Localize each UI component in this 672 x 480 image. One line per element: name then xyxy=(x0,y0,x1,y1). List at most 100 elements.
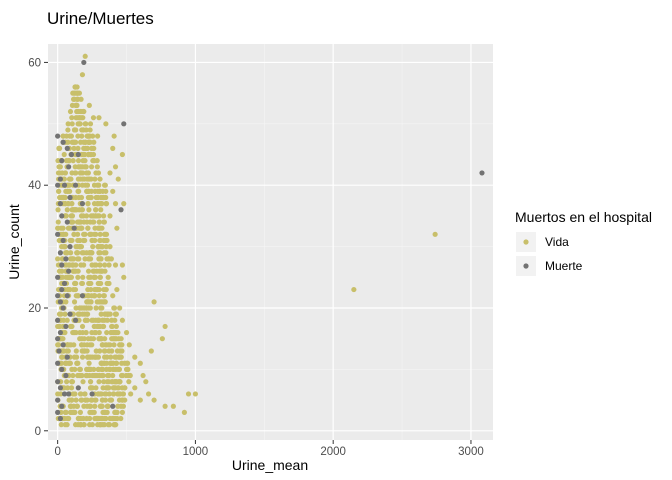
point-vida xyxy=(77,366,83,372)
point-vida xyxy=(56,311,63,317)
point-vida xyxy=(118,342,124,348)
point-vida xyxy=(80,158,86,164)
point-vida xyxy=(88,336,94,342)
point-vida xyxy=(98,305,104,311)
point-vida xyxy=(132,385,138,391)
point-vida xyxy=(87,219,93,225)
x-tick-label: 1000 xyxy=(183,446,209,458)
point-vida xyxy=(109,348,115,354)
point-vida xyxy=(73,139,79,145)
point-vida xyxy=(73,305,79,311)
point-vida xyxy=(121,274,127,280)
point-vida xyxy=(71,299,78,305)
point-vida xyxy=(92,262,98,268)
point-vida xyxy=(80,274,86,280)
point-vida xyxy=(104,256,110,262)
point-vida xyxy=(57,194,63,201)
y-tick-label: 20 xyxy=(28,303,41,315)
point-vida xyxy=(351,286,357,293)
point-vida xyxy=(110,372,116,379)
point-vida xyxy=(64,317,70,323)
point-vida xyxy=(192,391,199,397)
point-vida xyxy=(92,329,98,336)
point-muerte xyxy=(57,250,63,256)
point-vida xyxy=(64,250,70,256)
point-vida xyxy=(81,403,87,409)
point-vida xyxy=(111,422,117,428)
point-vida xyxy=(111,342,117,348)
point-vida xyxy=(77,115,83,121)
point-muerte xyxy=(59,403,65,409)
point-vida xyxy=(79,354,86,360)
point-vida xyxy=(87,274,94,280)
point-vida xyxy=(108,354,114,360)
point-vida xyxy=(67,237,73,244)
point-vida xyxy=(86,372,93,379)
point-vida xyxy=(62,170,68,176)
point-vida xyxy=(88,164,95,170)
point-vida xyxy=(107,415,113,422)
point-vida xyxy=(99,268,105,274)
point-vida xyxy=(113,360,120,366)
point-vida xyxy=(70,96,77,102)
point-vida xyxy=(105,372,111,379)
point-vida xyxy=(123,366,130,372)
point-vida xyxy=(98,280,104,287)
point-vida xyxy=(116,354,122,360)
point-vida xyxy=(79,127,85,133)
point-vida xyxy=(67,176,73,182)
point-vida xyxy=(121,201,127,207)
point-vida xyxy=(55,342,61,348)
point-vida xyxy=(80,379,86,385)
point-vida xyxy=(92,274,98,280)
point-vida xyxy=(140,372,146,379)
point-vida xyxy=(80,213,86,219)
point-vida xyxy=(73,268,79,274)
point-vida xyxy=(65,188,71,194)
point-vida xyxy=(106,262,112,268)
point-vida xyxy=(82,182,89,188)
point-vida xyxy=(72,286,79,293)
point-vida xyxy=(56,164,62,170)
point-vida xyxy=(69,256,75,262)
point-vida xyxy=(103,250,109,256)
point-muerte xyxy=(63,372,69,379)
point-vida xyxy=(97,274,103,280)
point-vida xyxy=(69,213,76,219)
point-vida xyxy=(97,262,103,268)
point-muerte xyxy=(59,213,65,219)
point-vida xyxy=(86,280,92,287)
point-muerte xyxy=(57,176,63,182)
point-muerte xyxy=(61,182,68,188)
point-vida xyxy=(88,231,94,237)
point-vida xyxy=(94,133,101,139)
point-muerte xyxy=(68,151,75,158)
point-muerte xyxy=(55,409,61,415)
point-vida xyxy=(60,194,66,201)
point-vida xyxy=(102,182,108,188)
point-vida xyxy=(69,121,75,127)
point-vida xyxy=(58,225,64,231)
point-vida xyxy=(84,311,91,317)
point-vida xyxy=(55,207,61,213)
point-vida xyxy=(79,72,86,78)
point-vida xyxy=(59,256,65,262)
point-vida xyxy=(92,225,98,231)
point-muerte xyxy=(55,182,61,188)
point-vida xyxy=(67,225,73,231)
point-vida xyxy=(102,262,108,268)
point-vida xyxy=(81,231,87,237)
point-vida xyxy=(85,170,92,176)
point-muerte xyxy=(63,323,69,330)
point-muerte xyxy=(110,403,116,409)
point-vida xyxy=(77,336,83,342)
point-muerte xyxy=(60,139,66,145)
point-vida xyxy=(148,348,154,354)
point-vida xyxy=(100,372,106,379)
point-muerte xyxy=(55,336,61,342)
point-vida xyxy=(58,422,64,428)
point-vida xyxy=(91,158,97,164)
grid-lines xyxy=(48,44,493,440)
point-muerte xyxy=(118,207,124,213)
point-vida xyxy=(78,207,85,213)
